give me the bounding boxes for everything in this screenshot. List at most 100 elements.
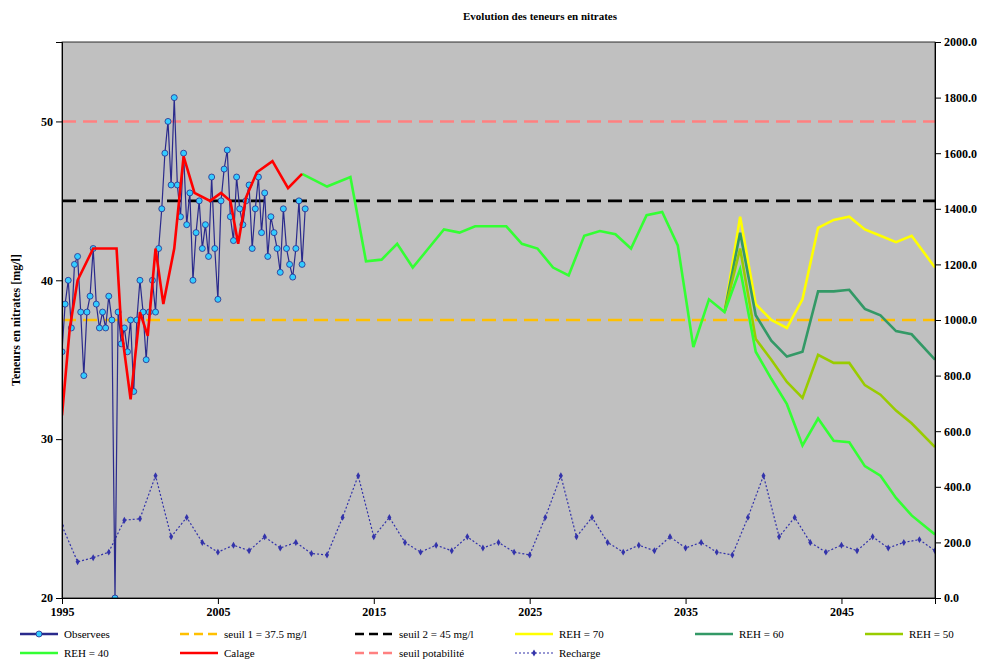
legend-marker [36, 631, 42, 637]
series-marker [293, 246, 299, 252]
series-marker [777, 533, 781, 540]
series-marker [169, 533, 173, 540]
series-marker [730, 551, 734, 558]
series-marker [128, 317, 134, 323]
series-marker [91, 554, 95, 561]
series-marker [154, 472, 158, 479]
series-marker [559, 472, 563, 479]
series-marker [168, 182, 174, 188]
series-marker [372, 533, 376, 540]
series-marker [96, 325, 102, 331]
tick-mark [935, 42, 941, 43]
tick-mark [935, 376, 941, 377]
tick-label: 20 [41, 591, 53, 605]
tick-mark [530, 598, 531, 604]
tick-mark [218, 598, 219, 604]
series-marker [855, 547, 859, 554]
series-marker [259, 230, 265, 236]
tick-label: 0.0 [944, 591, 959, 605]
tick-label: 2045 [830, 605, 854, 619]
series-marker [621, 549, 625, 556]
series-marker [309, 550, 313, 557]
tick-mark [56, 280, 62, 281]
series-marker [209, 174, 215, 180]
series-marker [76, 558, 80, 565]
series-marker [107, 549, 111, 556]
series-marker [234, 174, 240, 180]
tick-label: 1600.0 [944, 147, 977, 161]
series-marker [652, 547, 656, 554]
legend-swatch [20, 652, 58, 655]
series-marker [287, 261, 293, 267]
legend-item: REH = 40 [20, 647, 109, 659]
series-marker [296, 198, 302, 204]
tick-label: 30 [41, 432, 53, 446]
legend-label: seuil potabilité [399, 647, 464, 659]
tick: 40 [41, 274, 62, 288]
tick-label: 400.0 [944, 480, 971, 494]
series-marker [171, 95, 177, 101]
legend-item: Recharge [515, 647, 600, 659]
legend-label: REH = 40 [64, 647, 109, 659]
series-marker [202, 222, 208, 228]
tick-label: 1995 [51, 605, 75, 619]
legend: Observeesseuil 1 = 37.5 mg/lseuil 2 = 45… [20, 628, 954, 659]
legend-swatch [355, 633, 393, 636]
series-marker [184, 222, 190, 228]
tick-label: 2025 [518, 605, 542, 619]
series-marker [465, 533, 469, 540]
legend-label: Recharge [559, 647, 600, 659]
tick: 2025 [518, 598, 542, 619]
series-marker [387, 514, 391, 521]
series-marker [181, 150, 187, 156]
series-marker [193, 230, 199, 236]
legend-item: REH = 50 [865, 628, 954, 640]
series-marker [917, 536, 921, 543]
series-marker [325, 551, 329, 558]
series-marker [699, 539, 703, 546]
series-marker [199, 246, 205, 252]
series-marker [249, 246, 255, 252]
tick-mark [935, 487, 941, 488]
series-marker [187, 190, 193, 196]
tick-label: 40 [41, 274, 53, 288]
series-line [62, 200, 935, 203]
tick: 1000.0 [935, 313, 977, 327]
series-marker [62, 301, 68, 307]
legend-item: seuil 1 = 37.5 mg/l [180, 628, 307, 640]
series-marker [196, 198, 202, 204]
series-marker [637, 542, 641, 549]
series-marker [265, 253, 271, 259]
tick-mark [374, 598, 375, 604]
tick: 20 [41, 591, 62, 605]
series-marker [109, 317, 115, 323]
tick-label: 2005 [206, 605, 230, 619]
series-marker [839, 542, 843, 549]
tick-mark [935, 320, 941, 321]
series-marker [668, 533, 672, 540]
series-marker [684, 544, 688, 551]
tick-mark [56, 598, 62, 599]
series-line [62, 120, 935, 123]
legend-label: REH = 60 [739, 628, 784, 640]
series-marker [590, 514, 594, 521]
series-marker [278, 544, 282, 551]
tick: 1400.0 [935, 202, 977, 216]
series-marker [606, 539, 610, 546]
legend-label: Calage [224, 647, 255, 659]
series-marker [528, 551, 532, 558]
series-marker [215, 296, 221, 302]
tick: 2005 [206, 598, 230, 619]
series-marker [65, 277, 71, 283]
tick-label: 600.0 [944, 425, 971, 439]
legend-swatch [355, 652, 393, 655]
series-marker [356, 472, 360, 479]
chart-svg: 199520052015202520352045203040500.0200.0… [0, 0, 1000, 660]
tick: 30 [41, 432, 62, 446]
series-marker [138, 515, 142, 522]
series-marker [824, 549, 828, 556]
legend-label: REH = 70 [559, 628, 604, 640]
series-marker [886, 544, 890, 551]
legend-item: seuil potabilité [355, 647, 464, 659]
series-marker [87, 293, 93, 299]
